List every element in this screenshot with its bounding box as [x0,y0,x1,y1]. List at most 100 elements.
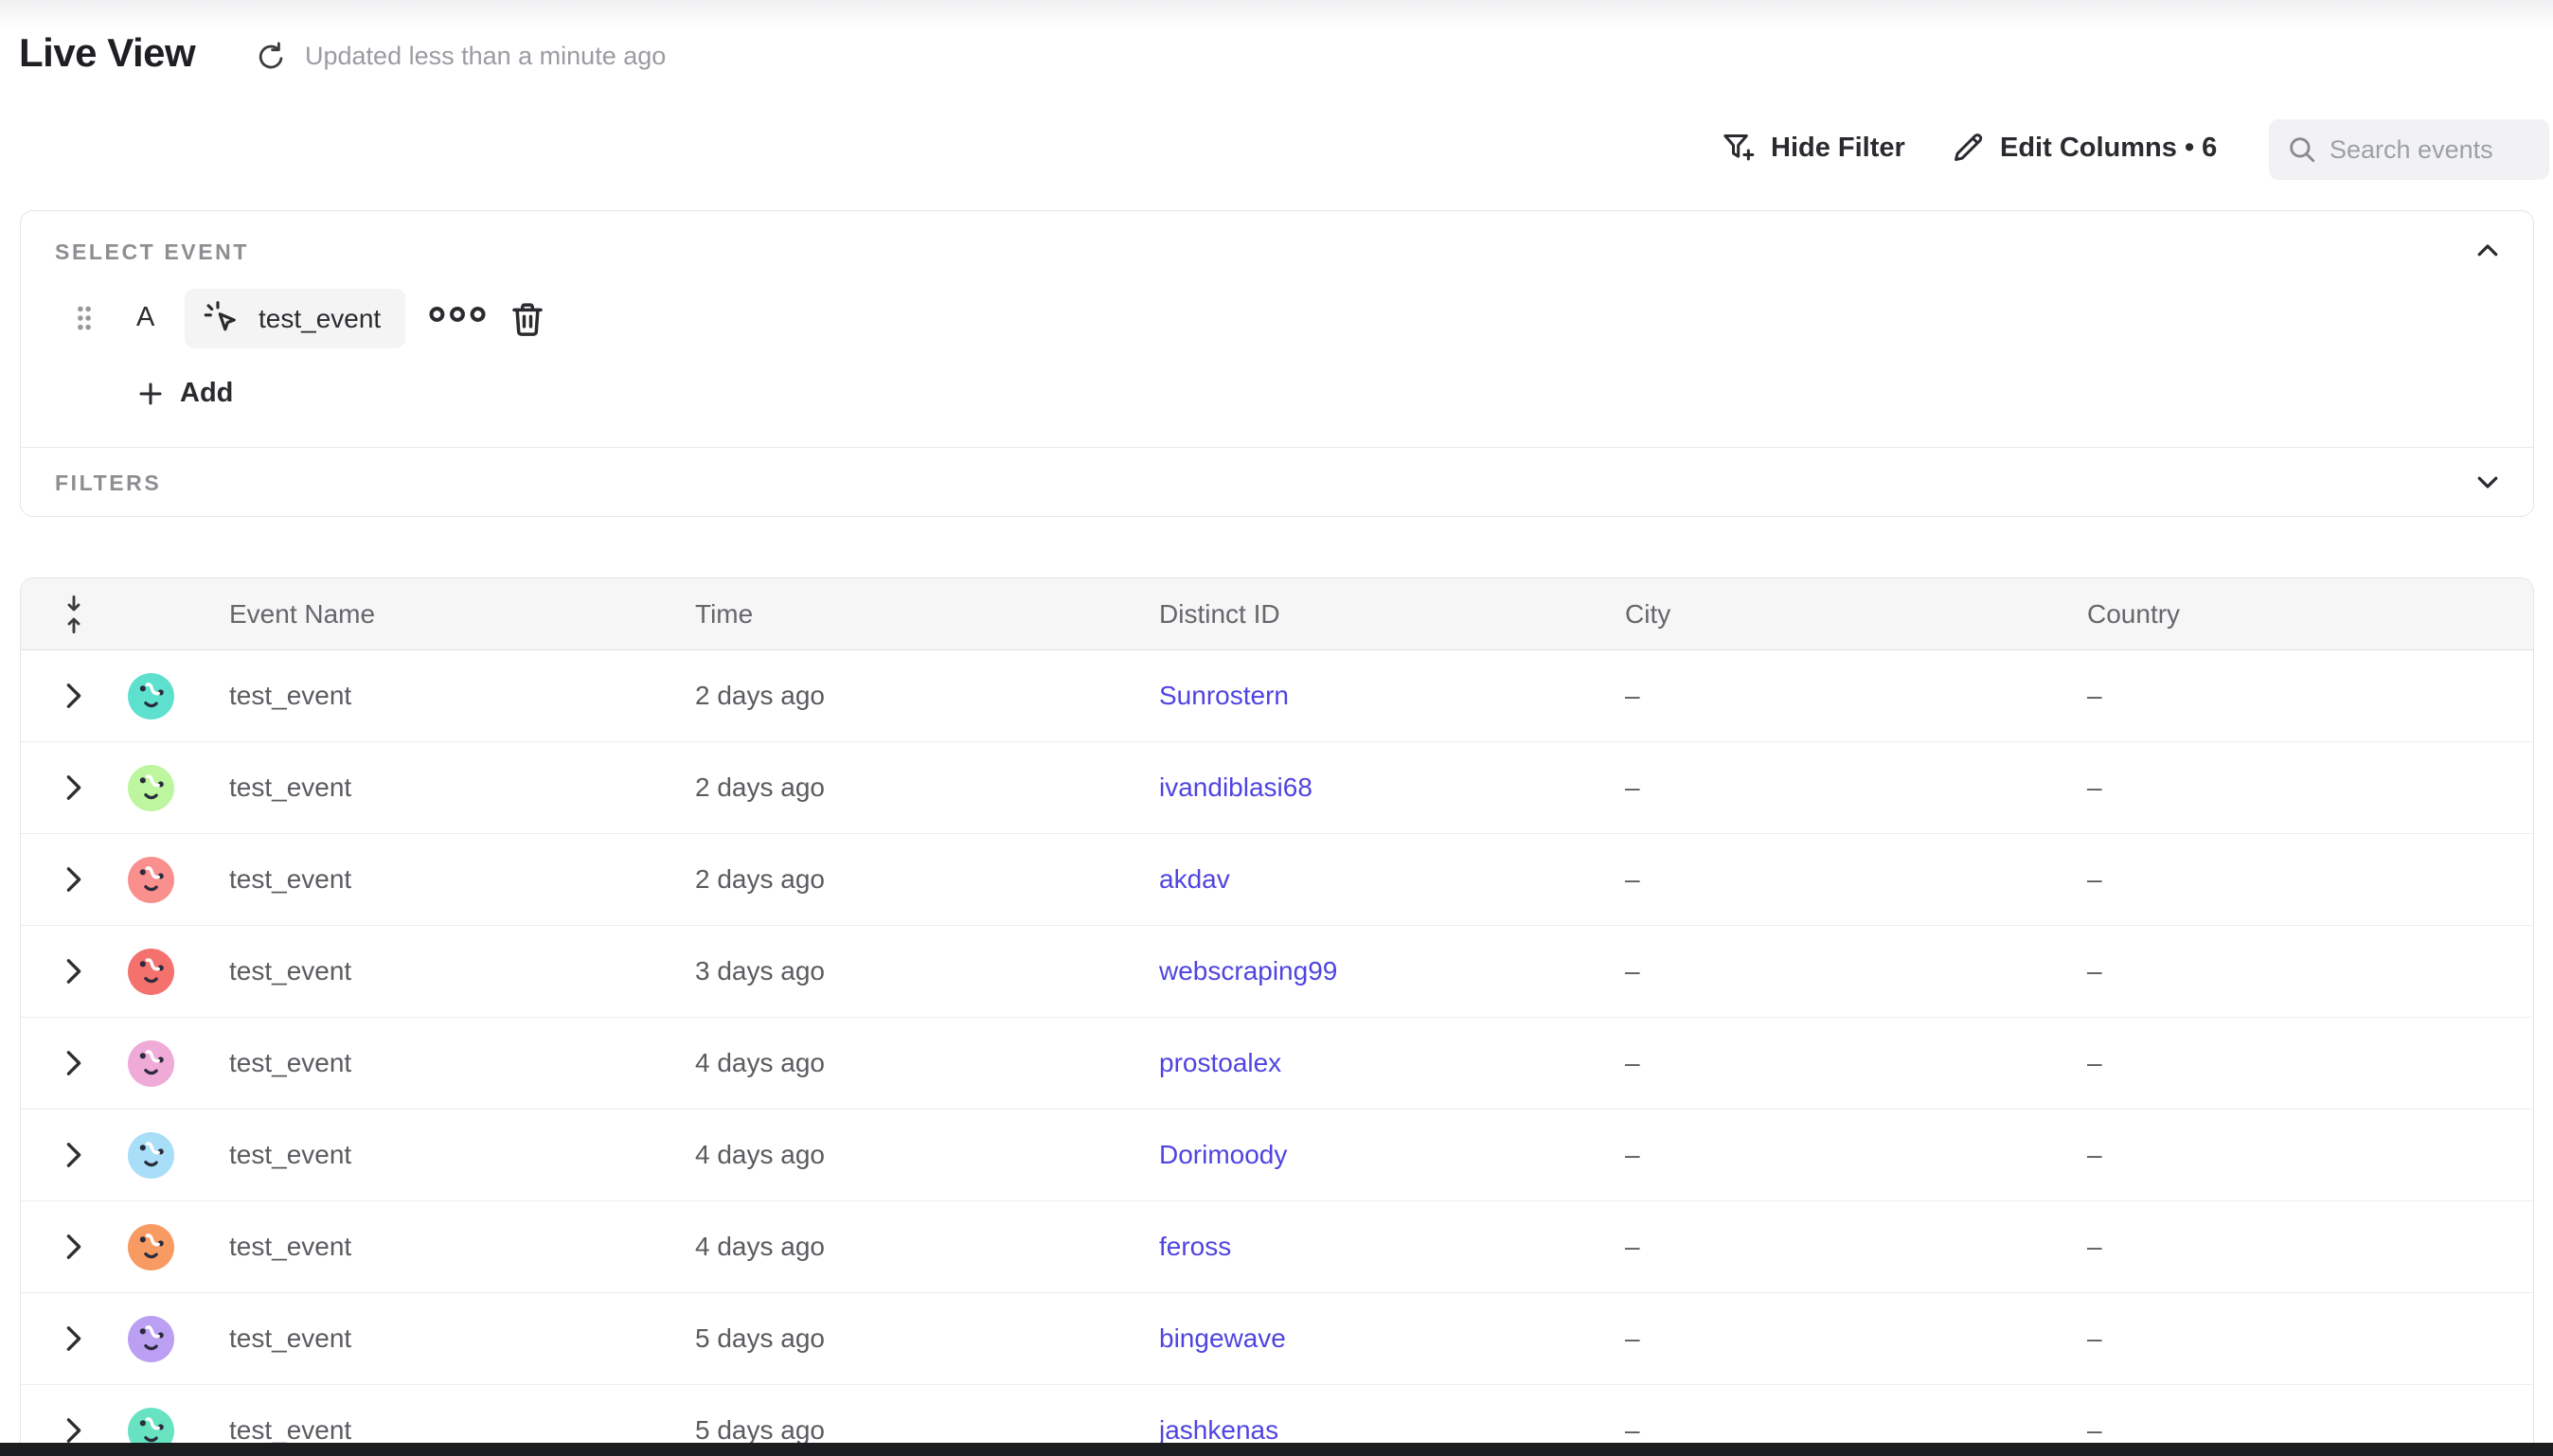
avatar-cell [127,1131,229,1179]
expand-filters-button[interactable] [2471,465,2505,499]
add-event-button[interactable]: Add [136,378,233,409]
country-cell: – [2087,1140,2102,1169]
distinct-id-link[interactable]: jashkenas [1159,1415,1279,1445]
chevron-up-icon [2473,237,2502,265]
step-letter: A [136,302,155,332]
expand-row-button[interactable] [21,1050,127,1076]
country-cell: – [2087,956,2102,985]
table-row[interactable]: test_event 3 days ago webscraping99 – – [21,926,2533,1018]
collapse-rows-button[interactable] [21,595,127,633]
expand-row-button[interactable] [21,1417,127,1444]
distinct-id-link[interactable]: webscraping99 [1159,956,1338,985]
avatar [128,1039,174,1087]
event-name-cell: test_event [229,681,352,710]
section-divider [21,447,2533,448]
query-builder-card: SELECT EVENT A [20,210,2534,517]
column-header-event-name[interactable]: Event Name [229,598,376,629]
event-name-cell: test_event [229,1232,352,1261]
event-name-cell: test_event [229,1323,352,1353]
expand-row-button[interactable] [21,866,127,893]
bottom-edge-bar [0,1443,2553,1456]
filters-label: FILTERS [55,471,162,495]
column-header-distinct-id[interactable]: Distinct ID [1159,598,1280,629]
country-cell: – [2087,1323,2102,1353]
distinct-id-link[interactable]: akdav [1159,864,1230,894]
table-row[interactable]: test_event 4 days ago Dorimoody – – [21,1110,2533,1201]
city-cell: – [1625,1140,1640,1169]
city-cell: – [1625,956,1640,985]
refresh-icon [254,40,288,74]
table-row[interactable]: test_event 4 days ago feross – – [21,1201,2533,1293]
search-events-input[interactable] [2330,134,2519,165]
table-row[interactable]: test_event 4 days ago prostoalex – – [21,1018,2533,1110]
events-table: Event Name Time Distinct ID City Country [20,577,2534,1456]
avatar-cell [127,856,229,903]
hide-filter-label: Hide Filter [1771,132,1905,163]
time-cell: 5 days ago [695,1415,825,1445]
city-cell: – [1625,864,1640,894]
distinct-id-link[interactable]: bingewave [1159,1323,1286,1353]
chevron-right-icon [65,683,82,709]
time-cell: 2 days ago [695,864,825,894]
column-header-city[interactable]: City [1625,598,1671,629]
avatar-cell [127,948,229,995]
pencil-icon [1949,129,1987,167]
edit-columns-button[interactable]: Edit Columns • 6 [1949,129,2217,167]
city-cell: – [1625,1415,1640,1445]
city-cell: – [1625,1048,1640,1077]
edit-columns-label: Edit Columns • 6 [2000,132,2218,163]
search-events-box[interactable] [2269,119,2549,180]
country-cell: – [2087,1232,2102,1261]
chevron-right-icon [65,1417,82,1444]
expand-row-button[interactable] [21,1234,127,1260]
chevron-right-icon [65,866,82,893]
table-row[interactable]: test_event 5 days ago bingewave – – [21,1293,2533,1385]
refresh-button[interactable] [254,40,288,74]
avatar-cell [127,672,229,719]
trash-icon[interactable] [508,298,547,340]
avatar-cell [127,1223,229,1270]
distinct-id-link[interactable]: prostoalex [1159,1048,1282,1077]
drag-handle-icon[interactable] [74,302,95,334]
event-name-cell: test_event [229,772,352,802]
filters-section[interactable]: FILTERS [21,448,2533,517]
country-cell: – [2087,772,2102,802]
more-menu-icon[interactable] [428,302,487,327]
event-name-cell: test_event [229,1140,352,1169]
expand-row-button[interactable] [21,1325,127,1352]
collapse-select-event-button[interactable] [2471,234,2505,268]
expand-row-button[interactable] [21,958,127,985]
event-selector-chip[interactable]: test_event [185,289,406,348]
expand-row-button[interactable] [21,683,127,709]
column-header-time[interactable]: Time [695,598,754,629]
country-cell: – [2087,864,2102,894]
country-cell: – [2087,681,2102,710]
table-row[interactable]: test_event 2 days ago akdav – – [21,834,2533,926]
distinct-id-link[interactable]: Sunrostern [1159,681,1289,710]
distinct-id-link[interactable]: ivandiblasi68 [1159,772,1312,802]
city-cell: – [1625,772,1640,802]
table-body: test_event 2 days ago Sunrostern – – [21,650,2533,1455]
avatar [128,856,174,903]
filter-plus-icon [1720,129,1758,167]
event-name-cell: test_event [229,864,352,894]
distinct-id-link[interactable]: feross [1159,1232,1232,1261]
column-header-country[interactable]: Country [2087,598,2181,629]
chevron-right-icon [65,1234,82,1260]
table-row[interactable]: test_event 2 days ago Sunrostern – – [21,650,2533,742]
country-cell: – [2087,1415,2102,1445]
select-event-label: SELECT EVENT [55,240,250,264]
top-fade-decoration [0,0,2553,28]
event-name-cell: test_event [229,956,352,985]
expand-row-button[interactable] [21,1142,127,1168]
city-cell: – [1625,1232,1640,1261]
expand-row-button[interactable] [21,774,127,801]
chevron-right-icon [65,774,82,801]
distinct-id-link[interactable]: Dorimoody [1159,1140,1288,1169]
table-row[interactable]: test_event 2 days ago ivandiblasi68 – – [21,742,2533,834]
event-chip-label: test_event [259,303,382,333]
plus-icon [136,380,165,408]
avatar-cell [127,764,229,811]
time-cell: 5 days ago [695,1323,825,1353]
hide-filter-button[interactable]: Hide Filter [1720,129,1905,167]
